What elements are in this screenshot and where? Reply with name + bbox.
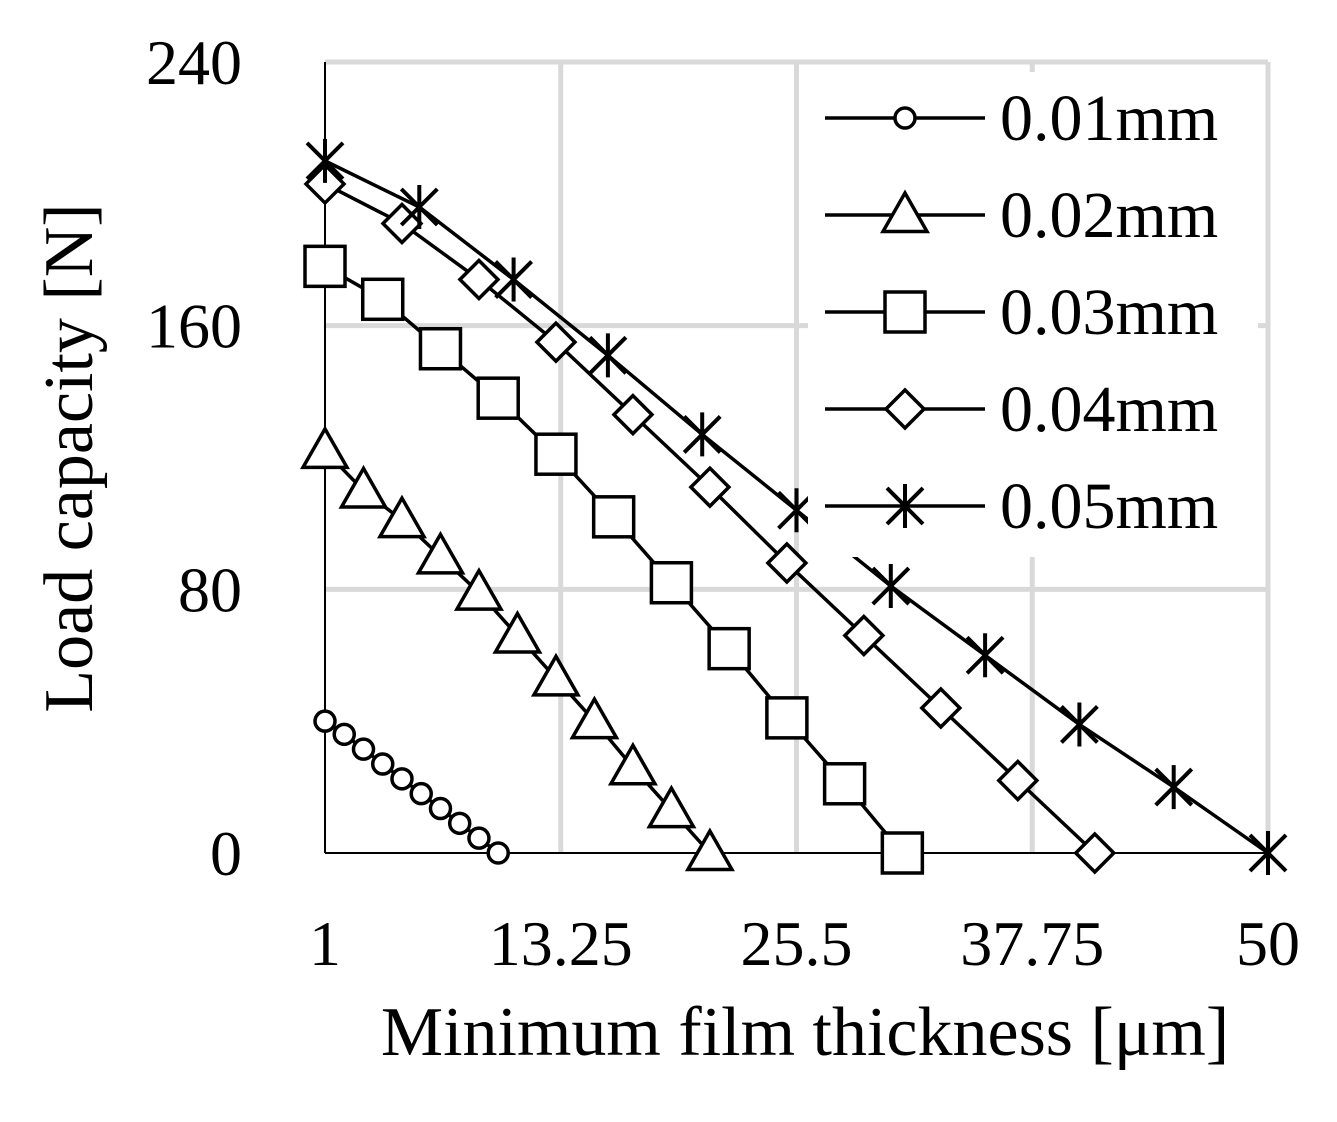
data-point bbox=[765, 541, 809, 585]
legend: 0.01mm 0.02mm 0.03mm 0.04mm 0.05mm bbox=[808, 72, 1258, 557]
data-point bbox=[303, 162, 347, 206]
data-point bbox=[486, 841, 510, 865]
data-point bbox=[360, 277, 405, 322]
data-point bbox=[530, 652, 581, 697]
legend-background bbox=[808, 72, 1258, 557]
data-point bbox=[591, 495, 636, 539]
series-0-05mm bbox=[305, 138, 1288, 875]
legend-label: 0.01mm bbox=[1000, 82, 1218, 155]
x-tick-label: 25.5 bbox=[741, 908, 853, 979]
y-tick-label: 0 bbox=[210, 818, 242, 889]
legend-marker bbox=[883, 290, 927, 334]
data-point bbox=[996, 759, 1040, 802]
data-point bbox=[611, 393, 655, 437]
data-point bbox=[494, 257, 534, 302]
legend-label: 0.04mm bbox=[1000, 373, 1218, 446]
data-point bbox=[305, 138, 345, 183]
y-tick-label: 80 bbox=[178, 554, 242, 625]
data-point bbox=[649, 560, 694, 605]
y-axis-title: Load capacity [N] bbox=[31, 203, 108, 712]
data-point bbox=[447, 811, 472, 836]
data-point bbox=[569, 695, 620, 740]
data-point bbox=[534, 432, 578, 476]
legend-label: 0.02mm bbox=[1000, 179, 1218, 252]
data-point bbox=[332, 722, 356, 747]
data-point bbox=[476, 376, 520, 420]
data-point bbox=[351, 737, 376, 761]
legend-entry: 0.05mm bbox=[825, 470, 1218, 543]
data-point bbox=[428, 796, 453, 821]
series-0-01mm bbox=[313, 709, 510, 865]
data-point bbox=[607, 741, 658, 786]
series-0-02mm bbox=[299, 425, 735, 872]
x-tick-label: 1 bbox=[309, 908, 341, 979]
x-tick-label: 50 bbox=[1236, 908, 1300, 979]
data-point bbox=[313, 709, 337, 733]
data-point bbox=[880, 831, 925, 875]
data-point bbox=[492, 609, 543, 654]
legend-entry: 0.02mm bbox=[825, 179, 1218, 252]
data-point bbox=[370, 752, 395, 776]
data-point bbox=[418, 326, 463, 371]
legend-marker bbox=[893, 106, 917, 130]
data-point bbox=[1154, 765, 1194, 810]
data-point bbox=[588, 333, 628, 378]
data-point bbox=[965, 633, 1005, 678]
data-point bbox=[646, 784, 697, 829]
data-point bbox=[842, 614, 886, 657]
data-point bbox=[467, 826, 491, 850]
data-point bbox=[919, 686, 963, 730]
x-axis-title: Minimum film thickness [μm] bbox=[381, 994, 1229, 1071]
data-point bbox=[299, 425, 351, 470]
series-line bbox=[324, 719, 500, 855]
data-point bbox=[822, 762, 867, 806]
data-point bbox=[682, 412, 722, 457]
series-0-04mm bbox=[303, 162, 1117, 875]
legend-entry: 0.01mm bbox=[825, 82, 1218, 155]
data-point bbox=[534, 320, 578, 364]
data-point bbox=[390, 767, 414, 791]
legend-entry: 0.04mm bbox=[825, 373, 1218, 446]
legend-label: 0.03mm bbox=[1000, 276, 1218, 349]
data-point bbox=[871, 564, 911, 609]
data-point bbox=[409, 781, 433, 806]
x-tick-label: 13.25 bbox=[489, 908, 633, 979]
data-point bbox=[415, 530, 466, 575]
data-point bbox=[303, 244, 347, 289]
legend-label: 0.05mm bbox=[1000, 470, 1218, 543]
legend-marker bbox=[879, 189, 931, 234]
legend-entry: 0.03mm bbox=[825, 276, 1218, 349]
data-point bbox=[1073, 831, 1117, 875]
data-point bbox=[1248, 831, 1288, 875]
series-0-03mm bbox=[303, 244, 925, 875]
data-series bbox=[299, 138, 1288, 875]
data-point bbox=[765, 696, 809, 740]
legend-marker bbox=[885, 484, 925, 528]
y-tick-label: 160 bbox=[146, 291, 242, 362]
data-point bbox=[1059, 702, 1099, 747]
data-point bbox=[453, 567, 504, 611]
data-point bbox=[376, 494, 427, 539]
legend-marker bbox=[883, 387, 927, 431]
x-tick-label: 37.75 bbox=[960, 908, 1104, 979]
data-point bbox=[684, 827, 735, 872]
data-point bbox=[707, 626, 751, 671]
y-tick-label: 240 bbox=[146, 27, 242, 98]
data-point bbox=[688, 465, 732, 509]
data-point bbox=[457, 258, 501, 301]
data-point bbox=[399, 185, 439, 230]
data-point bbox=[338, 464, 389, 509]
tick-labels: 1 13.25 25.5 37.75 50 0 80 160 240 bbox=[146, 27, 1300, 979]
